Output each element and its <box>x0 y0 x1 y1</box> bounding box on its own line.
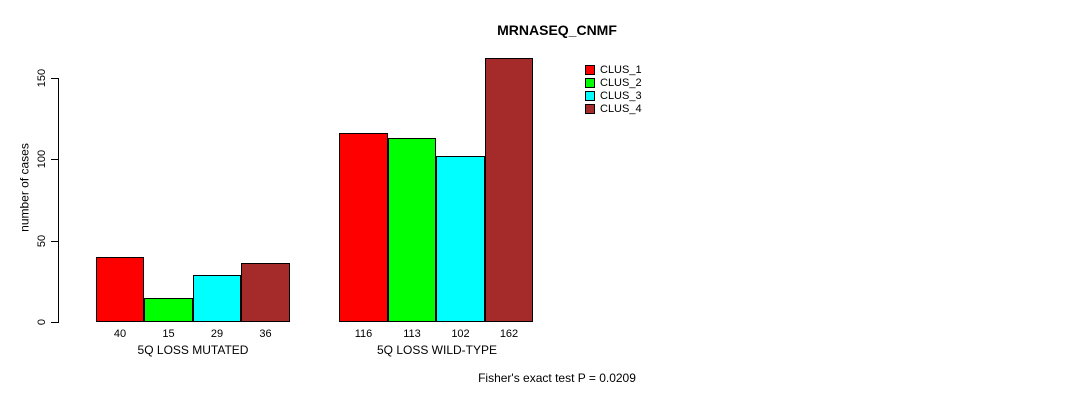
y-tick-mark <box>51 322 59 323</box>
bar-clus_1-group2 <box>339 133 388 322</box>
y-tick-label: 150 <box>36 68 48 88</box>
bar-value-label: 40 <box>113 328 127 340</box>
y-tick-mark <box>51 159 59 160</box>
legend: CLUS_1 CLUS_2 CLUS_3 CLUS_4 <box>585 63 642 115</box>
bar-clus_2-group1 <box>144 297 193 322</box>
bar-value-label: 162 <box>499 328 519 340</box>
legend-label: CLUS_1 <box>600 63 642 76</box>
y-axis-label: number of cases <box>17 143 32 232</box>
legend-row-clus_1: CLUS_1 <box>585 63 642 76</box>
legend-swatch-icon <box>585 77 595 88</box>
bar-value-label: 113 <box>403 328 421 340</box>
chart-title: MRNASEQ_CNMF <box>497 22 617 38</box>
bar-value-label: 102 <box>451 328 470 340</box>
legend-swatch-icon <box>585 103 595 114</box>
y-tick-label: 100 <box>36 149 48 169</box>
y-axis-line <box>58 78 59 323</box>
y-tick-label: 50 <box>36 234 48 248</box>
y-tick-mark <box>51 78 59 79</box>
fisher-test-annotation: Fisher's exact test P = 0.0209 <box>478 371 636 385</box>
legend-row-clus_3: CLUS_3 <box>585 89 642 102</box>
y-tick-mark <box>51 241 59 242</box>
bar-clus_1-group1 <box>95 256 144 322</box>
legend-row-clus_2: CLUS_2 <box>585 76 642 89</box>
bar-clus_4-group2 <box>484 58 533 322</box>
legend-label: CLUS_2 <box>600 76 642 89</box>
group-label-wild-type: 5Q LOSS WILD-TYPE <box>376 343 498 357</box>
bar-value-label: 36 <box>259 328 272 340</box>
bar-value-label: 15 <box>162 328 175 340</box>
y-tick-label: 0 <box>36 318 48 326</box>
bar-clus_2-group2 <box>387 138 436 322</box>
bar-clus_3-group1 <box>192 274 241 322</box>
bar-value-label: 29 <box>210 328 224 340</box>
bar-clus_4-group1 <box>241 263 290 322</box>
group-label-mutated: 5Q LOSS MUTATED <box>137 343 249 357</box>
legend-row-clus_4: CLUS_4 <box>585 102 642 115</box>
legend-label: CLUS_3 <box>600 89 642 102</box>
legend-swatch-icon <box>585 64 595 75</box>
legend-swatch-icon <box>585 90 595 101</box>
bar-clus_3-group2 <box>436 156 485 322</box>
bar-value-label: 116 <box>354 328 373 340</box>
legend-label: CLUS_4 <box>600 102 642 115</box>
